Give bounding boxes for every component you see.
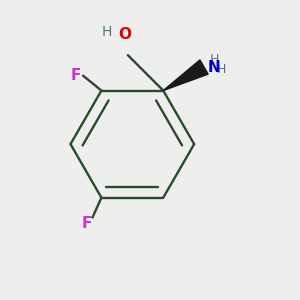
Text: N: N <box>208 59 221 74</box>
Text: H: H <box>102 25 112 39</box>
Text: F: F <box>71 68 81 83</box>
Text: F: F <box>82 216 92 231</box>
Text: O: O <box>118 27 131 42</box>
Text: H: H <box>210 53 219 66</box>
Polygon shape <box>163 60 208 91</box>
Text: H: H <box>217 64 226 76</box>
